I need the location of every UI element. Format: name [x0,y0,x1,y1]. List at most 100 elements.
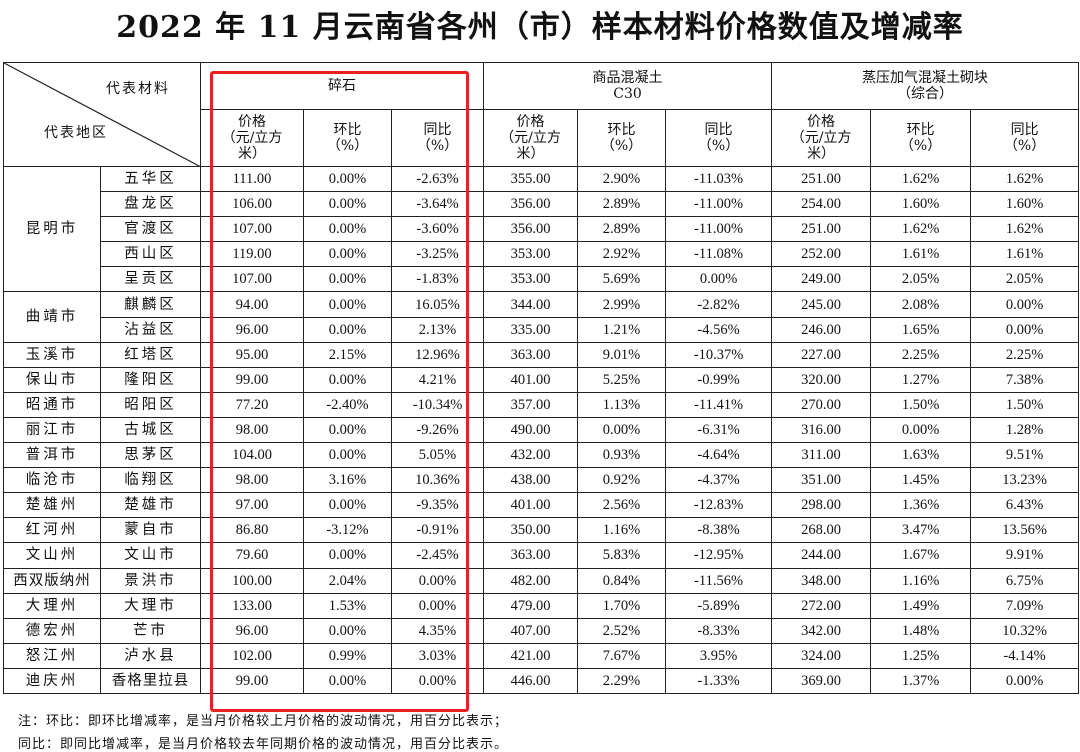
district-cell: 大理市 [100,592,201,619]
stone-mom: 0.00% [303,241,392,268]
concrete-price: 356.00 [483,191,579,218]
district-cell: 麒麟区 [100,291,201,318]
price-header: 价格 （元/立方 米） [771,109,872,167]
block-yoy: 10.32% [970,617,1080,644]
table-row: 西双版纳州 景洪市 100.00 2.04% 0.00% 482.00 0.84% -11.5… [3,567,1080,594]
stone-price: 96.00 [200,316,304,343]
block-mom: 1.60% [870,191,972,218]
block-mom: 0.00% [870,416,972,444]
concrete-yoy: 3.95% [665,642,773,669]
concrete-mom: 2.89% [577,216,667,243]
stone-yoy: 4.21% [390,366,485,393]
block-mom: 1.36% [870,492,972,519]
block-mom: 1.67% [870,542,972,569]
concrete-price: 401.00 [483,492,579,519]
stone-price: 107.00 [200,216,304,243]
block-mom: 1.50% [870,391,972,418]
block-yoy: -4.14% [970,642,1080,669]
table-row: 曲靖市 麒麟区 94.00 0.00% 16.05% 344.00 2.99% -2.82% 2… [3,291,1080,343]
table-row: 盘龙区 106.00 0.00% -3.64% 356.00 2.89% -11.00% 25… [4,191,1080,218]
stone-yoy: 5.05% [390,442,485,469]
block-yoy: 1.28% [970,416,1080,444]
block-yoy: 7.09% [970,592,1080,619]
district-cell: 五华区 [100,165,201,193]
stone-yoy: -2.63% [390,165,485,193]
concrete-yoy: 0.00% [665,266,773,293]
concrete-price: 446.00 [483,667,579,694]
stone-mom: 0.00% [303,291,392,318]
region-cell: 玉溪市 [3,341,101,368]
block-price: 369.00 [771,667,872,694]
block-yoy: 13.23% [970,467,1080,494]
price-table: 代表材料 代表地区 碎石 商品混凝土 C30 蒸压加气混凝土砌块 （综合） 价格… [3,62,1080,694]
table-row: 大理州 大理市 133.00 1.53% 0.00% 479.00 1.70% -5.89% 2… [3,592,1080,619]
block-yoy: 6.75% [970,567,1080,594]
stone-yoy: 0.00% [390,567,485,594]
stone-mom: 0.00% [303,492,392,519]
block-price: 251.00 [771,216,872,243]
concrete-yoy: -8.38% [665,517,773,544]
block-mom: 1.65% [870,316,972,343]
block-price: 252.00 [771,241,872,268]
concrete-price: 335.00 [483,316,579,343]
district-cell: 昭阳区 [100,391,201,418]
stone-yoy: 12.96% [390,341,485,368]
concrete-price: 355.00 [483,165,579,193]
note-tongbi: 同比：即同比增减率，是当月价格较去年同期价格的波动情况，用百分比表示。 [18,737,509,752]
region-cell: 普洱市 [3,442,101,469]
stone-mom: 0.00% [303,366,392,393]
concrete-yoy: -8.33% [665,617,773,644]
stone-price: 102.00 [200,642,304,669]
note-huanbi: 注：环比：即环比增减率，是当月价格较上月价格的波动情况，用百分比表示； [18,714,509,729]
stone-mom: 0.00% [303,316,392,343]
stone-price: 107.00 [200,266,304,293]
region-cell: 西双版纳州 [3,567,101,594]
block-yoy: 13.56% [970,517,1080,544]
region-cell: 文山州 [3,542,101,569]
diagonal-line [4,63,201,167]
stone-mom: 0.00% [303,542,392,569]
block-price: 311.00 [771,442,872,469]
district-cell: 隆阳区 [100,366,201,393]
stone-mom: 0.00% [303,191,392,218]
concrete-yoy: -10.37% [665,341,773,368]
table-row: 临沧市 临翔区 98.00 3.16% 10.36% 438.00 0.92% -4.37% 3… [3,467,1080,494]
stone-mom: 0.00% [303,667,392,694]
stone-price: 77.20 [200,391,304,418]
district-cell: 景洪市 [100,567,201,594]
stone-mom: 1.53% [303,592,392,619]
concrete-mom: 2.52% [577,617,667,644]
stone-price: 79.60 [200,542,304,569]
concrete-price: 401.00 [483,366,579,393]
concrete-mom: 0.84% [577,567,667,594]
concrete-price: 353.00 [483,266,579,293]
stone-yoy: 3.03% [390,642,485,669]
concrete-yoy: -2.82% [665,291,773,318]
block-price: 324.00 [771,642,872,669]
block-yoy: 1.50% [970,391,1080,418]
concrete-mom: 2.92% [577,241,667,268]
stone-price: 97.00 [200,492,304,519]
concrete-yoy: -11.08% [665,241,773,268]
block-price: 244.00 [771,542,872,569]
district-cell: 临翔区 [100,467,201,494]
block-yoy: 6.43% [970,492,1080,519]
block-mom: 2.08% [870,291,972,318]
block-price: 272.00 [771,592,872,619]
stone-price: 133.00 [200,592,304,619]
concrete-mom: 2.99% [577,291,667,318]
concrete-mom: 1.21% [577,316,667,343]
district-cell: 官渡区 [100,216,201,243]
block-mom: 1.27% [870,366,972,393]
stone-price: 106.00 [200,191,304,218]
concrete-mom: 5.69% [577,266,667,293]
table-row: 呈贡区 107.00 0.00% -1.83% 353.00 5.69% 0.00% 249.… [4,266,1080,293]
stone-price: 104.00 [200,442,304,469]
stone-mom: 2.04% [303,567,392,594]
concrete-yoy: -6.31% [665,416,773,444]
stone-price: 95.00 [200,341,304,368]
block-mom: 1.63% [870,442,972,469]
price-header: 价格 （元/立方 米） [200,109,304,167]
block-price: 298.00 [771,492,872,519]
stone-price: 94.00 [200,291,304,318]
